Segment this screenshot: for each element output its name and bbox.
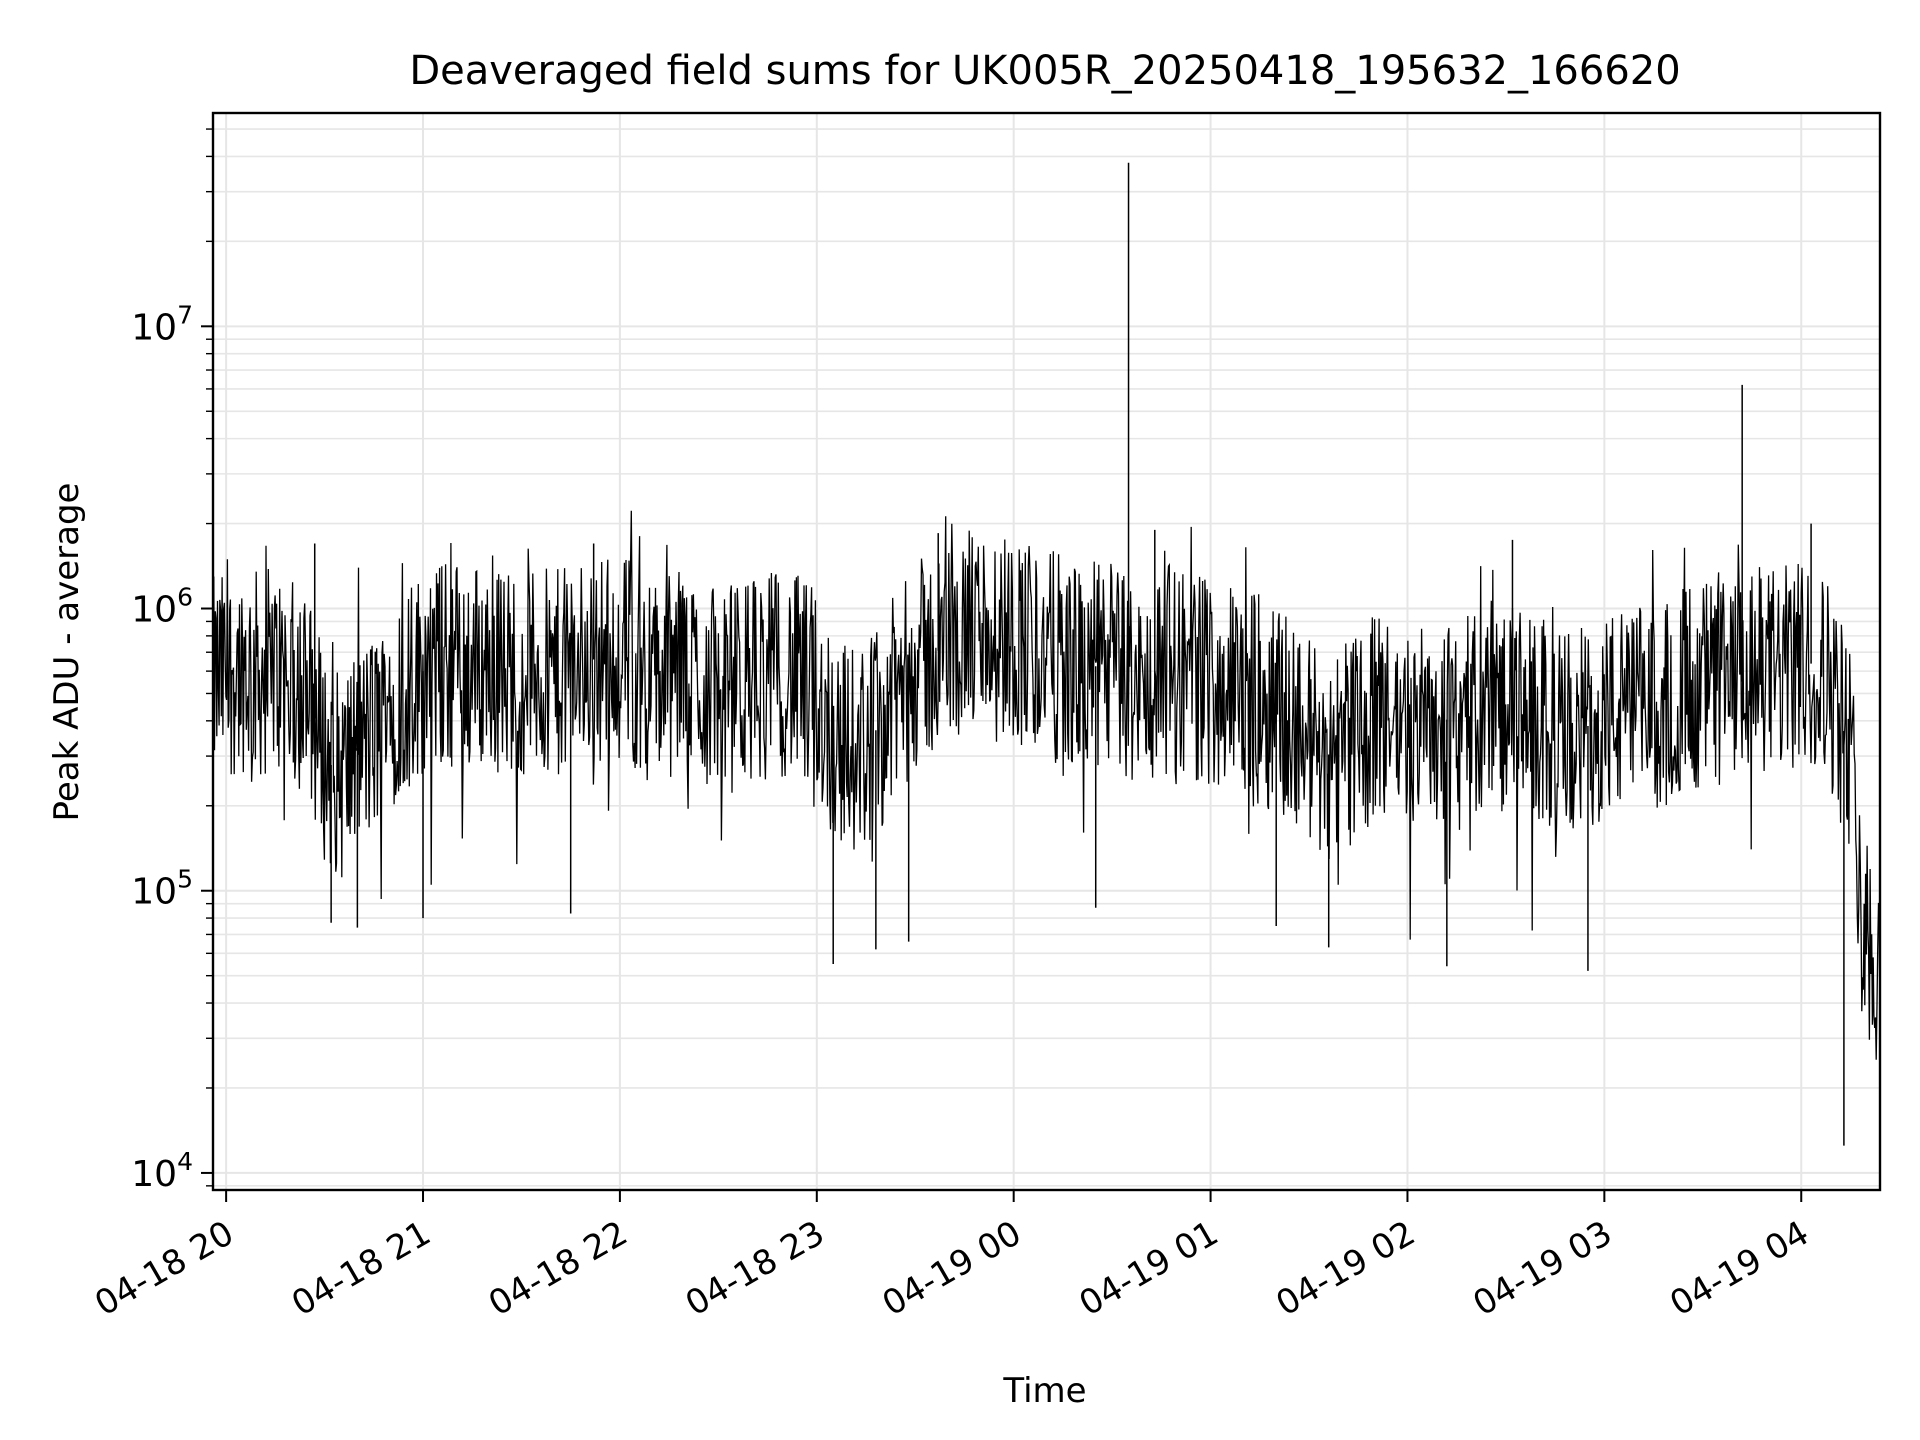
chart-title: Deaveraged field sums for UK005R_2025041… xyxy=(409,48,1680,94)
x-axis-label: Time xyxy=(1002,1371,1086,1411)
y-axis-label: Peak ADU - average xyxy=(47,483,87,822)
y-tick-label: 106 xyxy=(131,583,193,631)
y-tick-label: 107 xyxy=(131,300,193,348)
y-tick-label: 105 xyxy=(131,865,193,913)
plot-area-frame xyxy=(211,111,1882,1192)
series-line xyxy=(212,510,1881,1060)
y-tick-label: 104 xyxy=(131,1147,193,1195)
data-series-layer xyxy=(212,162,1881,1146)
y-axis: 104 105 106 107 xyxy=(131,128,213,1195)
